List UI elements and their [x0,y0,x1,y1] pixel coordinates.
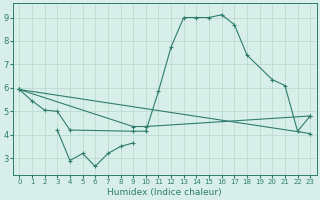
X-axis label: Humidex (Indice chaleur): Humidex (Indice chaleur) [108,188,222,197]
